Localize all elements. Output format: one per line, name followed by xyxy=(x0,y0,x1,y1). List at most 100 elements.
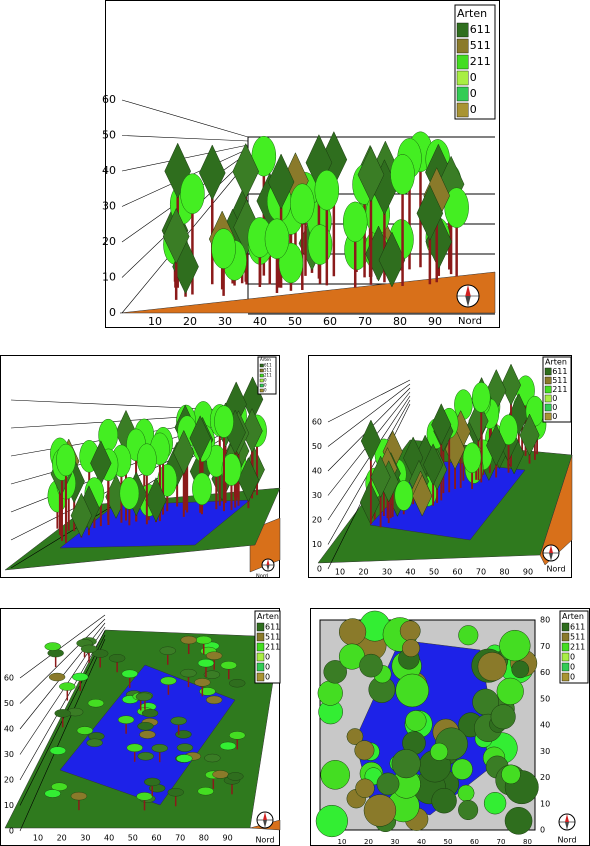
x-tick-label: 80 xyxy=(499,568,509,577)
legend-swatch xyxy=(259,378,264,383)
tree-crown xyxy=(499,629,531,662)
legend-swatch xyxy=(256,622,265,632)
tree-crown xyxy=(483,792,507,815)
tree-crown xyxy=(137,752,154,761)
tree-crown xyxy=(180,668,197,678)
tree-crown xyxy=(137,722,154,731)
tree-crown xyxy=(363,794,397,827)
x-tick-label: 30 xyxy=(218,315,232,328)
legend-label: 0 xyxy=(552,412,557,421)
x-tick-label: 50 xyxy=(128,834,138,843)
legend-swatch xyxy=(456,22,469,38)
y-tick-label: 60 xyxy=(4,674,14,683)
tree-crown xyxy=(477,652,507,682)
tree-crown xyxy=(451,758,473,780)
y-tick-label: 50 xyxy=(540,694,550,703)
y-tick-label: 0 xyxy=(109,306,116,319)
tree-crown xyxy=(359,653,383,678)
legend-swatch xyxy=(544,403,552,412)
tree-crown xyxy=(227,772,244,781)
tree-crown xyxy=(490,704,516,730)
legend-swatch xyxy=(561,652,570,662)
tree-crown xyxy=(423,443,444,486)
x-tick-label: 90 xyxy=(523,568,533,577)
legend-label: 0 xyxy=(552,403,557,412)
legend-label: 511 xyxy=(264,368,272,373)
perspective-line xyxy=(327,395,411,521)
tree-crown xyxy=(355,778,375,798)
x-tick-label: 80 xyxy=(393,315,407,328)
tree-crown xyxy=(314,169,340,211)
north-label: Nord xyxy=(546,565,565,574)
y-tick-label: 20 xyxy=(540,773,550,782)
tree-crown xyxy=(219,741,237,751)
x-tick-label: 10 xyxy=(338,838,347,846)
legend-swatch xyxy=(561,632,570,642)
legend-title: Arten xyxy=(562,612,584,621)
tree-crown xyxy=(342,201,368,243)
tree-crown xyxy=(80,644,98,654)
legend-swatch xyxy=(256,642,265,652)
x-tick-label: 40 xyxy=(253,315,267,328)
y-tick-label: 30 xyxy=(540,747,550,756)
tree-crown xyxy=(444,187,469,228)
x-tick-label: 90 xyxy=(428,315,442,328)
tree-crown xyxy=(195,635,212,645)
tree-crown xyxy=(56,443,76,477)
legend-label: 511 xyxy=(265,633,280,642)
tree-crown xyxy=(59,682,76,691)
legend-label: 0 xyxy=(570,663,575,672)
tree-crown xyxy=(144,777,161,787)
tree-crown xyxy=(486,423,507,467)
compass-needle xyxy=(465,296,471,307)
legend-swatch xyxy=(544,385,552,394)
tree-crown xyxy=(159,646,176,655)
tree-crown xyxy=(338,618,367,646)
y-tick-label: 40 xyxy=(4,725,14,734)
tree-crown xyxy=(91,649,109,658)
tree-crown xyxy=(431,403,452,446)
panel: 60 50 40 30 20 10 0 10 20 30 40 50 60 70 80 90 Arten 611 5… xyxy=(102,0,500,328)
legend-title: Arten xyxy=(260,357,271,362)
tree-crown xyxy=(264,218,290,260)
compass-needle xyxy=(465,285,471,296)
tree-crown xyxy=(317,680,343,706)
tree-crown xyxy=(72,672,89,682)
y-tick-label: 30 xyxy=(312,491,322,500)
y-tick-label: 10 xyxy=(102,271,116,284)
north-label: Nord xyxy=(458,316,482,327)
tree-crown xyxy=(241,407,263,454)
tree-crown xyxy=(360,419,381,462)
legend-label: 211 xyxy=(552,385,567,394)
tree-crown xyxy=(357,146,385,203)
legend-label: 211 xyxy=(265,643,280,652)
legend-swatch xyxy=(259,383,264,388)
tree-crown xyxy=(119,477,140,510)
x-tick-label: 70 xyxy=(497,838,506,846)
tree-crown xyxy=(504,807,533,835)
tree-crown xyxy=(203,670,221,679)
tree-crown xyxy=(378,231,406,288)
legend-swatch xyxy=(259,368,264,373)
tree-crown xyxy=(86,738,103,748)
x-tick-label: 10 xyxy=(335,568,345,577)
tree-crown xyxy=(194,678,211,687)
legend-swatch xyxy=(561,642,570,652)
tree-crown xyxy=(395,673,429,708)
tree-crown xyxy=(211,228,236,269)
legend-label: 211 xyxy=(570,643,585,652)
tree-crown xyxy=(320,760,350,790)
legend-swatch xyxy=(456,70,469,86)
compass-needle xyxy=(266,559,270,565)
legend-swatch xyxy=(544,394,552,403)
tree-crown xyxy=(173,429,195,475)
x-tick-label: 60 xyxy=(470,838,479,846)
tree-crown xyxy=(229,679,246,688)
y-tick-label: 40 xyxy=(312,467,322,476)
legend-title: Arten xyxy=(257,612,279,621)
legend-label: 0 xyxy=(470,71,477,84)
y-tick-label: 20 xyxy=(102,235,116,248)
legend-label: 511 xyxy=(470,39,491,52)
tree-crown xyxy=(137,443,157,476)
